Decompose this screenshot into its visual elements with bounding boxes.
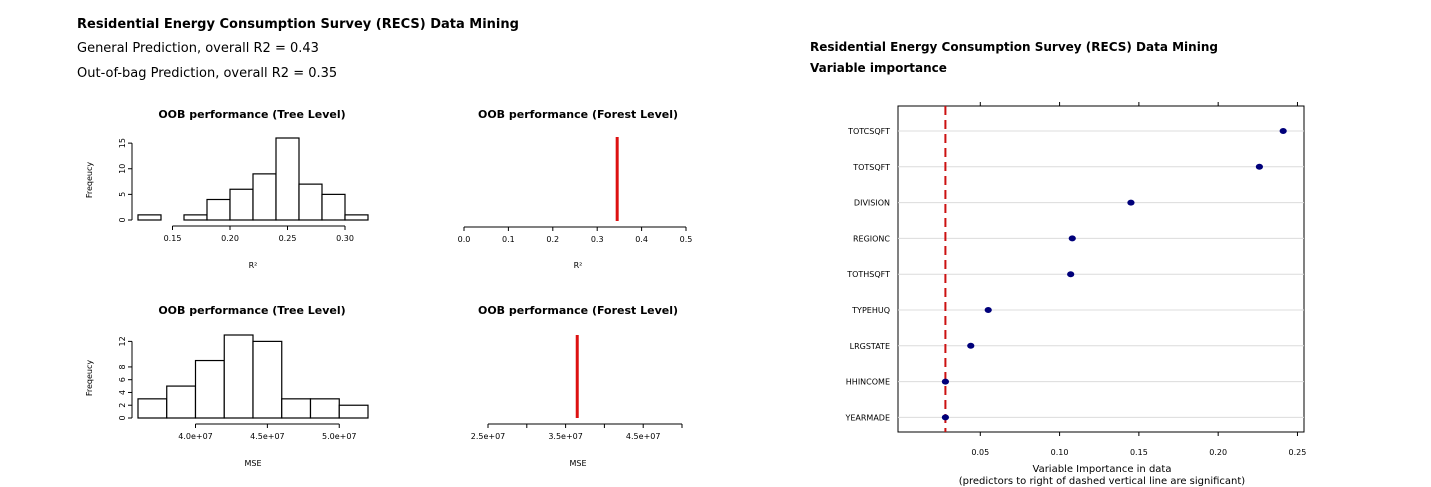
- chart1-x-tick-label-2: 0.25: [279, 234, 297, 243]
- chart1-x-tick-label-3: 0.30: [336, 234, 354, 243]
- page-title: Residential Energy Consumption Survey (R…: [77, 17, 519, 32]
- chart5-category-label-8: YEARMADE: [844, 413, 890, 422]
- chart5-point-4: [1067, 271, 1075, 278]
- chart1-bar-5: [252, 173, 277, 221]
- chart3-xlabel: MSE: [244, 459, 261, 468]
- chart1-bar-6: [275, 137, 300, 221]
- chart3-bar-4: [252, 340, 283, 419]
- chart5-point-7: [941, 378, 950, 385]
- chart5-point-1: [1255, 163, 1263, 170]
- chart1-y-tick-label-0: 0: [118, 217, 127, 222]
- chart5-xlabel2: (predictors to right of dashed vertical …: [959, 476, 1246, 487]
- chart3-x-tick-label-1: 4.5e+07: [250, 432, 285, 441]
- chart2-title: OOB performance (Forest Level): [478, 108, 678, 121]
- chart3-y-tick-label-0: 0: [118, 415, 127, 420]
- chart1-bar-2: [183, 214, 208, 221]
- chart5-point-6: [967, 342, 975, 349]
- chart5-point-5: [984, 307, 992, 313]
- chart5-plot-frame: [897, 105, 1305, 433]
- chart5-category-label-2: DIVISION: [854, 199, 890, 208]
- chart3-x-tick-label-0: 4.0e+07: [178, 432, 213, 441]
- oob-prediction-text: Out-of-bag Prediction, overall R2 = 0.35: [77, 66, 338, 81]
- chart3-bar-3: [223, 334, 254, 419]
- chart3-title: OOB performance (Tree Level): [158, 304, 345, 317]
- chart5-x-tick-label-1: 0.10: [1051, 448, 1069, 457]
- chart4-xlabel: MSE: [569, 459, 586, 468]
- chart1-bar-9: [344, 214, 369, 221]
- chart3-bar-1: [166, 385, 197, 419]
- chart3-y-tick-label-2: 4: [118, 390, 127, 395]
- chart2-x-tick-label-3: 0.3: [591, 235, 604, 244]
- chart1-y-tick-label-2: 10: [118, 164, 127, 174]
- chart5-category-label-4: TOTHSQFT: [846, 270, 890, 279]
- chart3-y-tick-label-4: 8: [118, 364, 127, 369]
- chart3-y-tick-label-3: 6: [118, 377, 127, 382]
- chart1-x-tick-label-1: 0.20: [221, 234, 239, 243]
- chart5-category-label-0: TOTCSQFT: [847, 127, 890, 136]
- chart1-title: OOB performance (Tree Level): [158, 108, 345, 121]
- chart4-x-tick-label-2: 3.5e+07: [548, 432, 583, 441]
- chart5-point-0: [1279, 128, 1287, 134]
- chart4-x-tick-label-4: 4.5e+07: [626, 432, 661, 441]
- chart2-x-tick-label-5: 0.5: [680, 235, 693, 244]
- chart3-bar-7: [338, 404, 369, 419]
- chart5-x-tick-label-3: 0.20: [1209, 448, 1227, 457]
- general-prediction-text: General Prediction, overall R2 = 0.43: [77, 41, 319, 56]
- chart1-ylabel: Freqeucy: [85, 162, 94, 199]
- chart3-bar-6: [309, 398, 340, 419]
- chart1-x-tick-label-0: 0.15: [164, 234, 182, 243]
- chart1-y-tick-label-1: 5: [118, 192, 127, 197]
- chart3-x-tick-label-2: 5.0e+07: [322, 432, 357, 441]
- chart2-x-tick-label-1: 0.1: [502, 235, 515, 244]
- chart5-point-3: [1068, 235, 1076, 242]
- chart5-category-label-6: LRGSTATE: [850, 342, 890, 351]
- chart4-x-tick-label-0: 2.5e+07: [471, 432, 506, 441]
- chart2-x-tick-label-2: 0.2: [546, 235, 559, 244]
- chart5-category-label-1: TOTSQFT: [852, 163, 890, 172]
- right-panel-subtitle: Variable importance: [810, 61, 947, 75]
- chart1-y-tick-label-3: 15: [118, 138, 127, 148]
- chart4-title: OOB performance (Forest Level): [478, 304, 678, 317]
- chart5-xlabel: Variable Importance in data: [1033, 464, 1172, 475]
- chart1-bar-8: [321, 193, 346, 221]
- chart1-xlabel: R²: [249, 261, 258, 270]
- chart1-bar-4: [229, 188, 254, 221]
- chart5-x-tick-label-4: 0.25: [1289, 448, 1307, 457]
- chart3-y-tick-label-1: 2: [118, 403, 127, 408]
- chart5-category-label-7: HHINCOME: [846, 378, 890, 387]
- chart2-xlabel: R²: [574, 261, 583, 270]
- chart5-x-tick-label-0: 0.05: [971, 448, 989, 457]
- chart2-x-tick-label-0: 0.0: [458, 235, 471, 244]
- chart2-x-tick-label-4: 0.4: [635, 235, 648, 244]
- chart3-ylabel: Freqeucy: [85, 360, 94, 397]
- chart3-bar-5: [281, 398, 312, 419]
- chart5-x-tick-label-2: 0.15: [1130, 448, 1148, 457]
- right-panel-title: Residential Energy Consumption Survey (R…: [810, 40, 1218, 54]
- chart5-point-2: [1127, 199, 1135, 206]
- chart5-category-label-5: TYPEHUQ: [851, 306, 890, 315]
- chart3-bar-2: [194, 359, 225, 419]
- chart1-bar-0: [137, 214, 162, 221]
- chart5-point-8: [941, 414, 950, 421]
- chart1-bar-3: [206, 198, 231, 221]
- chart1-bar-7: [298, 183, 323, 221]
- chart3-y-tick-label-5: 12: [118, 336, 127, 346]
- chart5-category-label-3: REGIONC: [853, 234, 890, 243]
- chart3-bar-0: [137, 398, 168, 419]
